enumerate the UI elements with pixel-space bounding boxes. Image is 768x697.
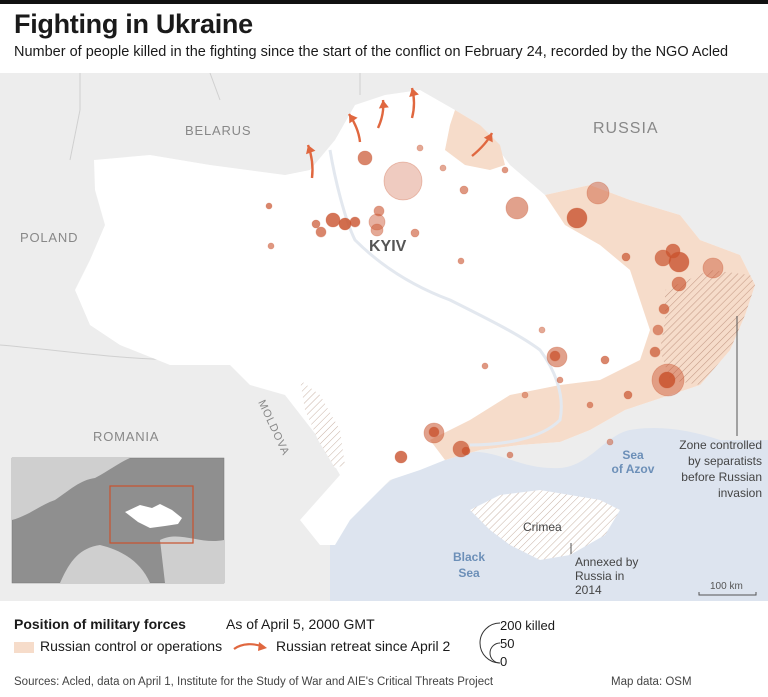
casualty-dot: [461, 446, 471, 456]
size-label-0: 0: [500, 654, 508, 669]
casualty-dot: [556, 376, 564, 384]
label-black-sea-1: Black: [453, 550, 485, 564]
casualty-dot: [621, 252, 631, 262]
casualty-dot: [652, 324, 664, 336]
casualty-dot: [383, 161, 423, 201]
casualty-dot: [649, 346, 661, 358]
casualty-dot: [349, 216, 361, 228]
retreat-arrowhead: [349, 114, 358, 124]
legend-control-label: Russian control or operations: [40, 638, 223, 654]
casualty-dot: [457, 257, 465, 265]
crimea-territory: [470, 490, 620, 560]
label-sea-of-azov-2: of Azov: [612, 462, 655, 476]
label-black-sea-2: Sea: [458, 566, 480, 580]
casualty-dot: [315, 226, 327, 238]
legend-retreat-label: Russian retreat since April 2: [276, 638, 451, 654]
casualty-dot: [538, 326, 546, 334]
casualty-dot: [671, 276, 687, 292]
casualty-dot: [267, 242, 275, 250]
label-poland: POLAND: [20, 230, 78, 245]
casualty-dot: [416, 144, 424, 152]
casualty-dot: [311, 219, 321, 229]
chart-subtitle: Number of people killed in the fighting …: [14, 44, 729, 60]
top-rule: [0, 0, 768, 4]
casualty-dot: [658, 371, 676, 389]
scale-bar: [698, 592, 757, 596]
casualty-dot: [428, 426, 440, 438]
casualty-dot: [586, 181, 610, 205]
separatist-zone: [660, 270, 755, 385]
label-sea-of-azov-1: Sea: [622, 448, 644, 462]
casualty-dot: [338, 217, 352, 231]
casualty-dot: [505, 196, 529, 220]
sources: Sources: Acled, data on April 1, Institu…: [14, 676, 494, 688]
label-separatist-4: invasion: [718, 486, 762, 500]
retreat-arrows: [306, 87, 494, 179]
legend-date: As of April 5, 2000 GMT: [226, 616, 375, 632]
dnipro-river: [328, 149, 563, 447]
label-annexed-1: Annexed by: [575, 555, 638, 569]
retreat-arrowhead: [378, 100, 389, 109]
legend-title: Position of military forces: [14, 616, 186, 632]
casualty-dots: [265, 144, 724, 464]
casualty-dot: [373, 205, 385, 217]
map: BELARUS RUSSIA POLAND ROMANIA MOLDOVA KY…: [0, 73, 768, 601]
retreat-arrowhead: [409, 88, 419, 98]
inset-map: [11, 457, 225, 584]
transnistria: [300, 380, 345, 468]
label-scale: 100 km: [710, 581, 743, 592]
casualty-dot: [600, 355, 610, 365]
label-annexed-2: Russia in: [575, 569, 624, 583]
casualty-dot: [370, 223, 384, 237]
label-kyiv: KYIV: [369, 238, 407, 255]
casualty-dot: [586, 401, 594, 409]
label-separatist-2: by separatists: [688, 454, 762, 468]
chart-title: Fighting in Ukraine: [14, 9, 253, 39]
casualty-dot: [357, 150, 373, 166]
size-legend-icon: [479, 622, 501, 664]
casualty-dot: [521, 391, 529, 399]
label-annexed-3: 2014: [575, 583, 602, 597]
casualty-dot: [549, 350, 561, 362]
casualty-dot: [623, 390, 633, 400]
casualty-dot: [665, 243, 681, 259]
control-area-north: [445, 110, 505, 170]
casualty-dot: [410, 228, 420, 238]
label-separatist-3: before Russian: [681, 470, 762, 484]
casualty-dot: [481, 362, 489, 370]
casualty-dot: [501, 166, 509, 174]
casualty-dot: [606, 438, 614, 446]
casualty-dot: [566, 207, 588, 229]
casualty-dot: [394, 450, 408, 464]
casualty-dot: [459, 185, 469, 195]
label-separatist-1: Zone controlled: [679, 438, 762, 452]
control-swatch: [14, 642, 34, 653]
map-data-credit: Map data: OSM: [611, 676, 692, 688]
size-label-50: 50: [500, 636, 515, 651]
label-russia: RUSSIA: [593, 120, 659, 137]
size-label-200: 200 killed: [500, 618, 555, 633]
retreat-arrowhead: [483, 133, 493, 143]
casualty-dot: [265, 202, 273, 210]
casualty-dot: [439, 164, 447, 172]
casualty-dot: [658, 303, 670, 315]
border-belarus: [69, 73, 361, 161]
label-crimea: Crimea: [523, 520, 562, 534]
casualty-dot: [506, 451, 514, 459]
retreat-arrowhead: [306, 145, 316, 155]
casualty-dot: [702, 257, 724, 279]
retreat-arrow-icon: [233, 642, 267, 651]
label-belarus: BELARUS: [185, 123, 251, 138]
label-romania: ROMANIA: [93, 429, 159, 444]
casualty-dot: [325, 212, 341, 228]
